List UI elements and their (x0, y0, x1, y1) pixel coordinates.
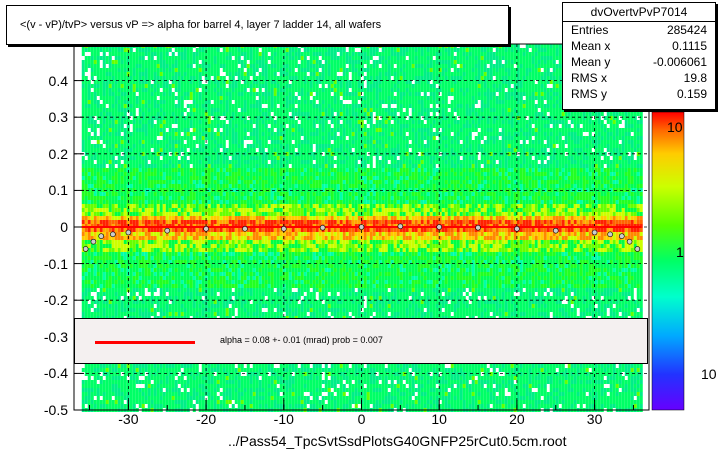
y-tick-label: 0 (60, 219, 68, 235)
profile-point (164, 227, 171, 234)
y-tick-label: -0.2 (43, 292, 68, 309)
z-color-scale (651, 111, 685, 411)
profile-point (514, 226, 520, 232)
profile-point (552, 227, 559, 234)
fit-legend-line (95, 341, 195, 344)
x-tick-label: 30 (586, 411, 603, 427)
stats-name: dvOvertvPvP7014 (563, 3, 715, 22)
x-tick-label: -30 (118, 411, 139, 427)
axes-ticks (74, 80, 634, 411)
y-tick-label: 0.4 (48, 72, 68, 89)
profile-point (203, 226, 209, 232)
footer-filename: ../Pass54_TpcSvtSsdPlotsG40GNFP25rCut0.5… (228, 433, 567, 449)
profile-point (125, 229, 132, 236)
z-tick-label-10-low: 10 (701, 366, 717, 382)
y-tick-label: -0.3 (43, 328, 68, 345)
z-tick-label-10: 10 (667, 119, 683, 135)
stats-row-rms-y: RMS y 0.159 (571, 87, 707, 101)
y-tick-label: -0.4 (43, 365, 68, 382)
x-tick-label: -10 (273, 411, 294, 427)
profile-point (280, 226, 287, 232)
y-tick-label: 0.1 (48, 182, 68, 199)
profile-point (619, 233, 625, 239)
profile-point (607, 231, 613, 238)
heatmap-cells (81, 44, 643, 412)
profile-point (626, 238, 633, 245)
profile-point (110, 231, 116, 238)
y-tick-label: 0.2 (48, 145, 68, 162)
profile-point (634, 246, 641, 252)
profile-point (397, 223, 404, 230)
stats-row-rms-x: RMS x 19.8 (571, 71, 707, 85)
profile-point (98, 233, 104, 239)
chart-title: <(v - vP)/tvP> versus vP => alpha for ba… (6, 5, 509, 45)
profile-point (436, 224, 443, 230)
stats-row-mean-x: Mean x 0.1115 (571, 39, 707, 53)
stats-box: dvOvertvPvP7014 Entries 285424 Mean x 0.11… (562, 2, 716, 110)
z-tick-label-1: 1 (676, 244, 684, 260)
y-tick-label: 0.3 (48, 109, 68, 126)
stats-row-mean-y: Mean y -0.006061 (571, 55, 707, 69)
profile-point (82, 246, 89, 252)
profile-points (82, 223, 641, 252)
fit-legend-text: alpha = 0.08 +- 0.01 (mrad) prob = 0.007 (220, 335, 383, 345)
profile-point (475, 224, 481, 231)
fit-legend: alpha = 0.08 +- 0.01 (mrad) prob = 0.007 (74, 318, 648, 364)
profile-point (319, 224, 326, 231)
y-tick-label: -0.5 (43, 402, 68, 418)
x-tick-label: 10 (431, 411, 447, 427)
x-tick-label: -20 (195, 411, 217, 427)
stats-row-entries: Entries 285424 (571, 23, 707, 37)
y-tick-label: -0.1 (43, 255, 68, 272)
x-tick-label: 20 (509, 411, 525, 427)
x-tick-label: 0 (357, 411, 366, 427)
profile-point (90, 238, 97, 245)
profile-point (358, 224, 365, 230)
profile-point (242, 226, 248, 232)
profile-point (591, 229, 598, 236)
